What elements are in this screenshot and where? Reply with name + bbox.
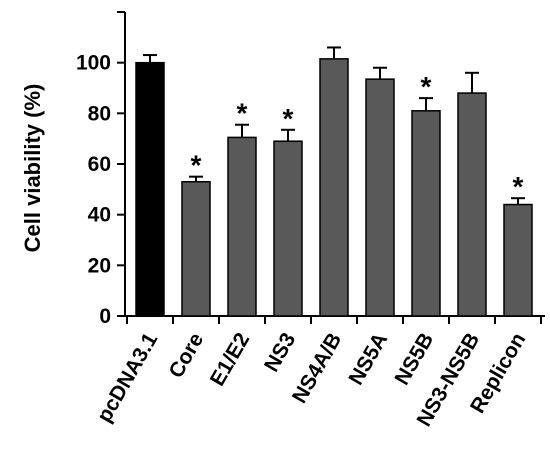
significance-marker: * xyxy=(421,71,432,102)
bar xyxy=(227,136,257,317)
bar xyxy=(319,58,349,317)
y-tick-label: 100 xyxy=(76,52,111,75)
category-label: NS3 xyxy=(260,329,300,376)
significance-marker: * xyxy=(237,98,248,129)
y-tick-label: 20 xyxy=(88,254,111,277)
bars: * * * * * xyxy=(135,46,533,317)
significance-marker: * xyxy=(513,171,524,202)
category-label: E1/E2 xyxy=(206,329,255,390)
bar-group xyxy=(135,54,165,317)
category-label: NS5B xyxy=(390,329,438,389)
bar xyxy=(135,61,165,317)
bar xyxy=(181,180,211,317)
bar xyxy=(273,140,303,317)
y-tick-label: 80 xyxy=(88,102,111,125)
bar-group: * xyxy=(273,103,303,317)
bar-group xyxy=(457,71,487,317)
significance-marker: * xyxy=(191,150,202,181)
bar-group: * xyxy=(181,150,211,317)
y-tick-label: 40 xyxy=(88,204,111,227)
y-tick-label: 0 xyxy=(99,305,111,328)
bar-group: * xyxy=(411,71,441,317)
y-tick-label: 60 xyxy=(88,153,111,176)
y-axis-title: Cell viability (%) xyxy=(20,84,45,253)
bar-group xyxy=(319,46,349,317)
bar xyxy=(411,110,441,317)
bar-group: * xyxy=(503,171,533,317)
category-label: pcDNA3.1 xyxy=(93,329,163,427)
category-label: NS5A xyxy=(344,329,392,389)
bar xyxy=(365,78,395,317)
significance-marker: * xyxy=(283,103,294,134)
bar xyxy=(457,92,487,317)
bar-group xyxy=(365,66,395,317)
bar xyxy=(503,203,533,317)
bar-group: * xyxy=(227,98,257,317)
category-label: Core xyxy=(164,329,208,382)
